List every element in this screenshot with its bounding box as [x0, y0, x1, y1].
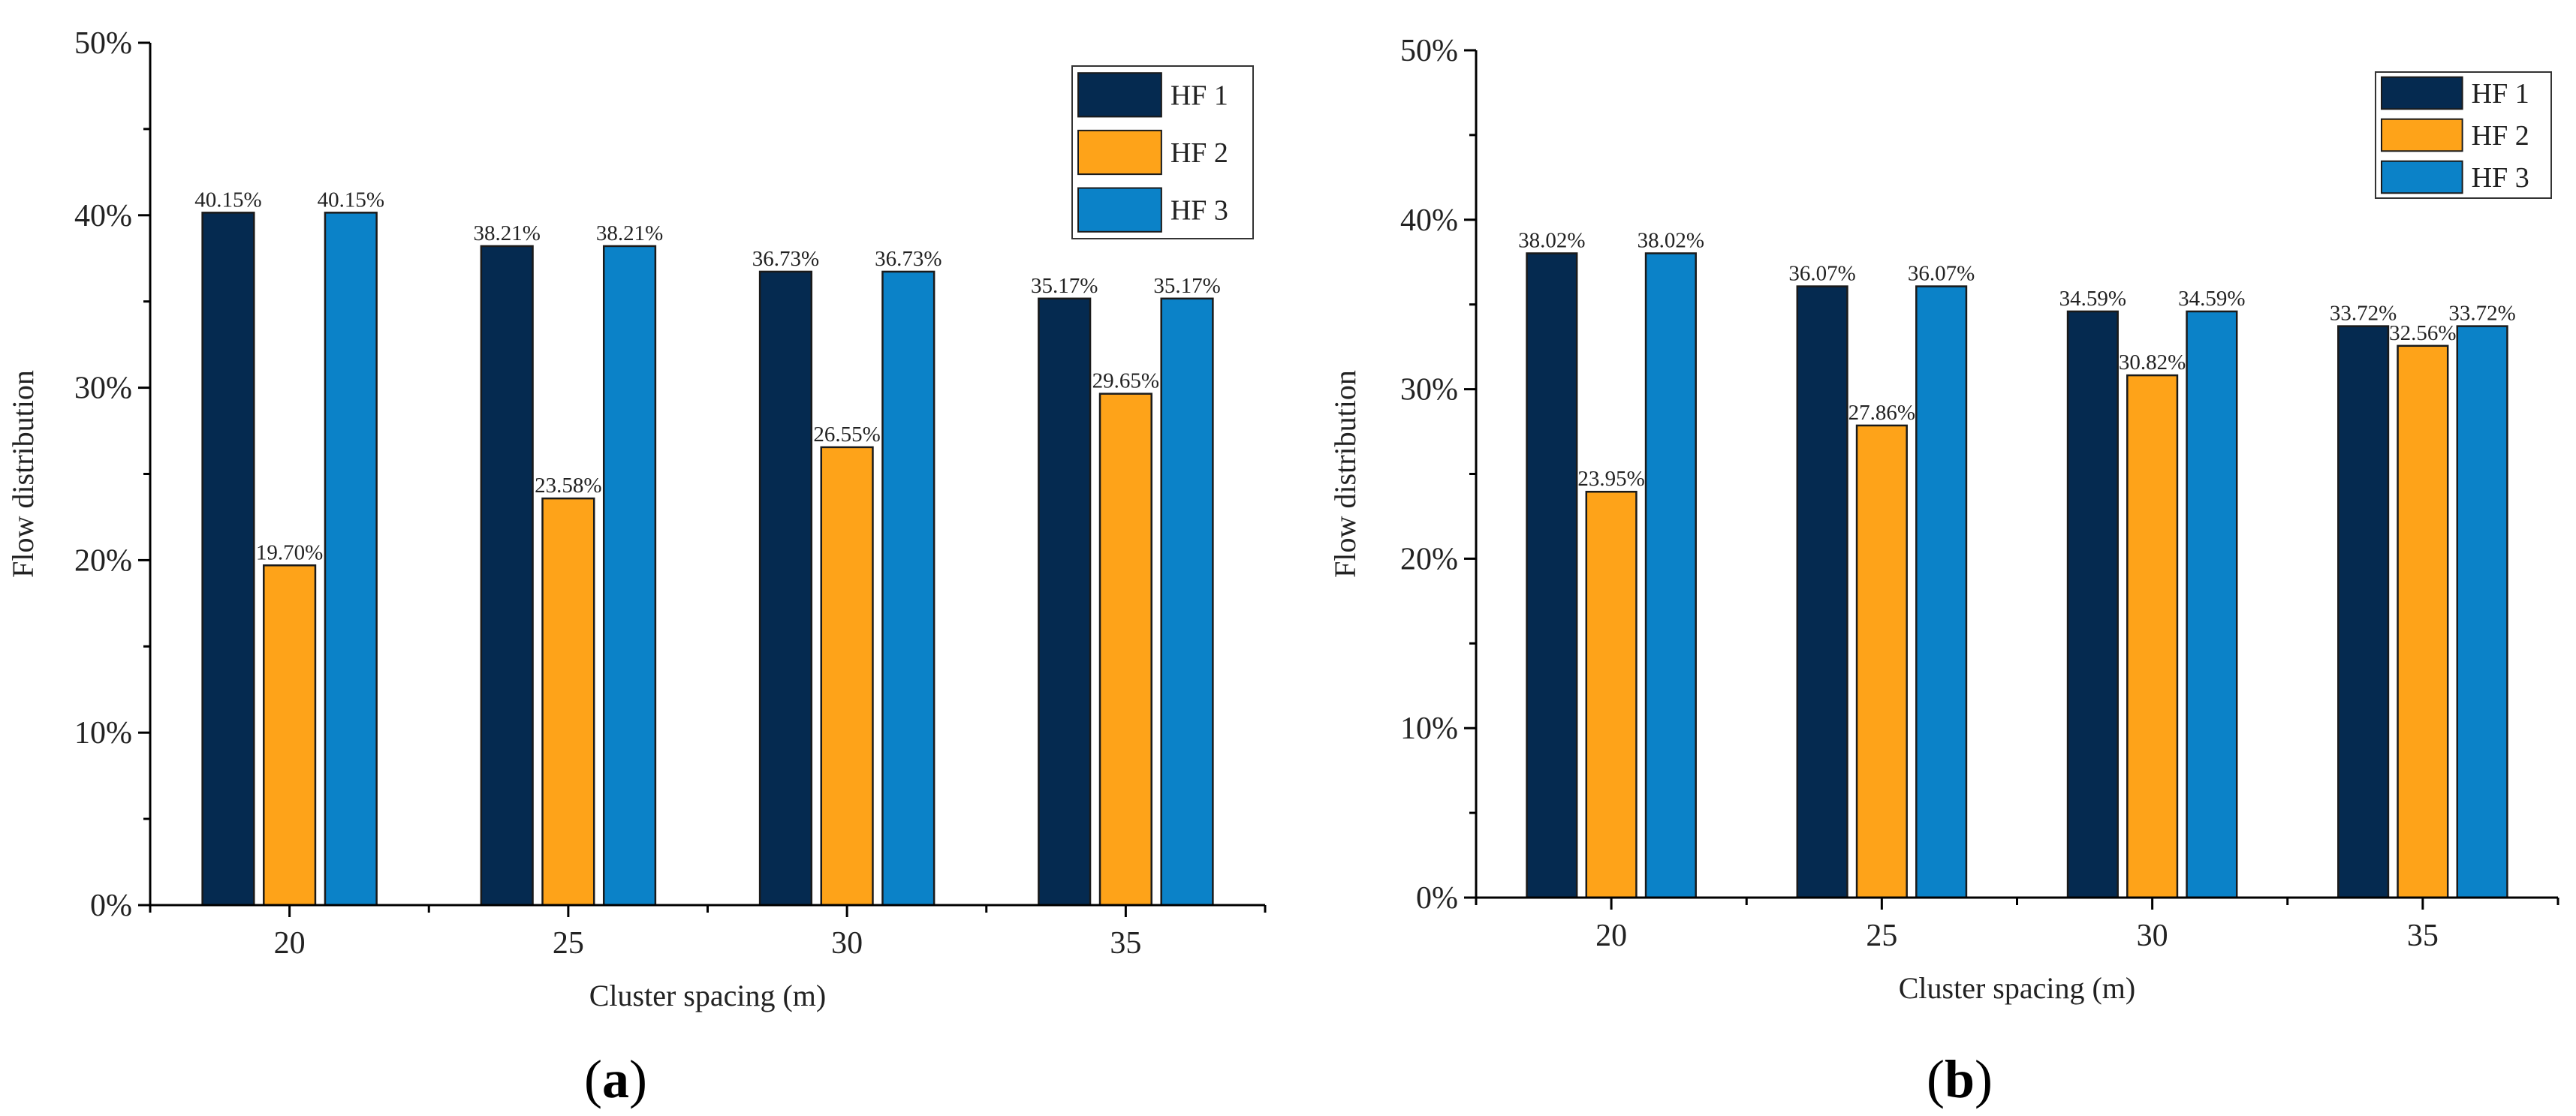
- y-tick-label: 30%: [1400, 373, 1458, 408]
- legend-label: HF 3: [2472, 162, 2529, 194]
- bar-b-hf3-25: [1915, 285, 1968, 899]
- legend-swatch-hf3: [1077, 187, 1162, 233]
- bar-a-hf1-30: [758, 270, 813, 907]
- legend-swatch-hf2: [1077, 129, 1162, 176]
- bar-b-hf3-35: [2456, 325, 2508, 899]
- data-label: 35.17%: [1031, 274, 1098, 298]
- data-label: 38.21%: [596, 221, 663, 245]
- bar-b-hf2-35: [2397, 344, 2449, 899]
- x-axis-title: Cluster spacing (m): [589, 979, 827, 1012]
- x-tick-label: 25: [1866, 919, 1897, 953]
- bar-a-hf3-20: [324, 212, 378, 907]
- legend-label: HF 3: [1170, 195, 1228, 227]
- data-label: 36.07%: [1788, 262, 1855, 286]
- x-tick-label: 30: [831, 926, 863, 961]
- bar-a-hf1-35: [1038, 297, 1092, 907]
- y-tick-label: 0%: [90, 889, 132, 923]
- data-label: 36.07%: [1908, 262, 1975, 286]
- data-label: 26.55%: [813, 423, 880, 447]
- legend-swatch-hf3: [2381, 160, 2463, 194]
- data-label: 29.65%: [1092, 369, 1159, 393]
- x-tick-label: 20: [274, 926, 306, 961]
- legend: HF 1 HF 2 HF 3: [1071, 65, 1254, 239]
- data-label: 19.70%: [256, 540, 323, 564]
- data-label: 38.02%: [1518, 229, 1585, 253]
- legend-label: HF 2: [2472, 120, 2529, 152]
- chart-panel-b: 38.02% 36.07% 34.59% 33.72% 23.95% 27.86% 30.8…: [1328, 34, 2559, 1005]
- bar-b-hf2-20: [1585, 490, 1637, 899]
- chart-panel-a: 40.15% 38.21% 36.73% 35.17% 19.70% 23.58% 26.5…: [6, 26, 1267, 1012]
- bar-b-hf2-25: [1855, 424, 1908, 899]
- data-label: 27.86%: [1848, 401, 1915, 425]
- data-label: 33.72%: [2330, 302, 2397, 326]
- bar-a-hf2-30: [820, 446, 874, 907]
- legend-label: HF 2: [1170, 137, 1228, 169]
- x-tick-label: 25: [553, 926, 584, 961]
- y-tick-label: 40%: [1400, 203, 1458, 238]
- bar-b-hf2-30: [2126, 374, 2179, 899]
- y-tick-label: 0%: [1416, 881, 1458, 916]
- bar-a-hf2-25: [541, 497, 595, 907]
- data-label: 38.02%: [1637, 229, 1704, 253]
- bar-a-hf3-30: [881, 270, 935, 907]
- data-label: 23.58%: [535, 474, 601, 498]
- bar-a-hf3-25: [602, 245, 657, 907]
- x-tick-label: 35: [2407, 919, 2439, 953]
- bar-a-hf1-25: [480, 245, 534, 907]
- bar-b-hf3-30: [2186, 310, 2238, 899]
- y-tick-label: 40%: [74, 199, 132, 233]
- bar-b-hf1-20: [1526, 252, 1578, 899]
- x-axis-title: Cluster spacing (m): [1899, 971, 2136, 1005]
- data-label: 34.59%: [2059, 287, 2126, 311]
- y-tick-label: 30%: [74, 371, 132, 406]
- data-label: 23.95%: [1577, 467, 1644, 491]
- bar-b-hf3-20: [1644, 252, 1697, 899]
- data-label: 38.21%: [473, 221, 540, 245]
- bar-a-hf2-20: [263, 564, 317, 907]
- legend-label: HF 1: [2472, 78, 2529, 110]
- bar-a-hf1-20: [201, 212, 255, 907]
- legend-swatch-hf1: [1077, 72, 1162, 118]
- data-label: 34.59%: [2178, 287, 2245, 311]
- legend-swatch-hf1: [2381, 76, 2463, 110]
- data-label: 33.72%: [2448, 302, 2515, 326]
- bar-b-hf1-30: [2066, 310, 2119, 899]
- bar-a-hf3-35: [1160, 297, 1214, 907]
- data-label: 40.15%: [318, 188, 384, 212]
- data-label: 30.82%: [2119, 350, 2186, 375]
- data-label: 32.56%: [2389, 321, 2456, 345]
- legend: HF 1 HF 2 HF 3: [2375, 71, 2552, 199]
- x-tick-label: 30: [2137, 919, 2168, 953]
- bar-b-hf1-25: [1796, 285, 1848, 899]
- legend-label: HF 1: [1170, 80, 1228, 111]
- bar-a-hf2-35: [1098, 393, 1152, 907]
- y-axis-title: Flow distribution: [6, 370, 40, 578]
- y-tick-label: 10%: [74, 716, 132, 751]
- y-axis-title: Flow distribution: [1328, 370, 1362, 578]
- y-tick-label: 10%: [1400, 711, 1458, 746]
- data-label: 36.73%: [875, 247, 942, 271]
- y-tick-label: 20%: [1400, 542, 1458, 576]
- panel-label-a: (a): [584, 1049, 647, 1109]
- bar-b-hf1-35: [2337, 325, 2390, 899]
- x-tick-label: 20: [1595, 919, 1627, 953]
- y-tick-label: 50%: [1400, 34, 1458, 68]
- y-tick-label: 50%: [74, 26, 132, 61]
- y-tick-label: 20%: [74, 543, 132, 578]
- panel-label-b: (b): [1927, 1049, 1993, 1109]
- data-label: 36.73%: [752, 247, 819, 271]
- data-label: 40.15%: [194, 188, 261, 212]
- x-tick-label: 35: [1110, 926, 1141, 961]
- data-label: 35.17%: [1153, 274, 1220, 298]
- legend-swatch-hf2: [2381, 118, 2463, 152]
